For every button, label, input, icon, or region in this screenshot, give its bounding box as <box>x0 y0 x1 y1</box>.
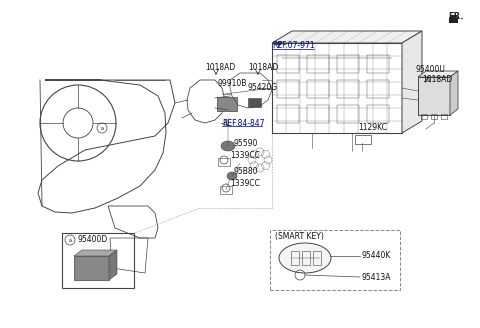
Bar <box>367 55 389 73</box>
Bar <box>74 256 109 280</box>
Bar <box>291 251 299 265</box>
Bar <box>421 114 427 119</box>
Bar <box>367 105 389 123</box>
Bar <box>307 105 329 123</box>
Polygon shape <box>449 15 458 18</box>
Bar <box>418 77 450 115</box>
Ellipse shape <box>221 141 235 151</box>
Polygon shape <box>418 71 458 77</box>
FancyBboxPatch shape <box>449 18 458 23</box>
Bar <box>431 114 437 119</box>
Polygon shape <box>402 31 422 133</box>
Text: 95440K: 95440K <box>362 252 391 260</box>
Ellipse shape <box>227 172 237 180</box>
Bar <box>62 233 134 288</box>
Bar <box>441 114 447 119</box>
Text: 1018AD: 1018AD <box>205 64 235 72</box>
Text: FR.: FR. <box>448 12 464 21</box>
Text: 95413A: 95413A <box>362 273 392 281</box>
Polygon shape <box>109 250 117 280</box>
Text: 95400U: 95400U <box>415 66 445 74</box>
Bar <box>277 105 299 123</box>
Bar <box>277 80 299 98</box>
Text: 95590: 95590 <box>234 139 258 149</box>
Text: 95B80: 95B80 <box>234 168 259 176</box>
Bar <box>270 230 400 290</box>
Text: a: a <box>69 237 72 242</box>
Bar <box>220 186 232 194</box>
Bar <box>218 158 230 166</box>
Text: 1018AD: 1018AD <box>422 74 452 84</box>
Text: 99910B: 99910B <box>218 78 247 88</box>
Bar <box>337 55 359 73</box>
Text: a: a <box>100 126 104 131</box>
Bar <box>313 251 321 265</box>
Polygon shape <box>74 250 117 256</box>
Text: REF.84-847: REF.84-847 <box>222 118 264 128</box>
Bar <box>302 251 310 265</box>
Bar <box>277 55 299 73</box>
Bar <box>307 80 329 98</box>
Ellipse shape <box>279 243 331 273</box>
Polygon shape <box>272 31 422 43</box>
Polygon shape <box>450 71 458 115</box>
Bar <box>367 80 389 98</box>
Text: 95420G: 95420G <box>247 83 277 92</box>
Text: 1339CC: 1339CC <box>230 179 260 189</box>
Text: REF.07-971: REF.07-971 <box>272 42 314 51</box>
Bar <box>337 105 359 123</box>
Text: 1129KC: 1129KC <box>358 122 387 132</box>
Bar <box>337 80 359 98</box>
FancyBboxPatch shape <box>248 97 261 107</box>
Text: 1018AD: 1018AD <box>248 64 278 72</box>
Text: 1339CC: 1339CC <box>230 152 260 160</box>
Bar <box>272 43 402 133</box>
Text: 95400D: 95400D <box>78 236 108 244</box>
Bar <box>307 55 329 73</box>
FancyBboxPatch shape <box>217 97 237 111</box>
Text: (SMART KEY): (SMART KEY) <box>275 233 324 241</box>
